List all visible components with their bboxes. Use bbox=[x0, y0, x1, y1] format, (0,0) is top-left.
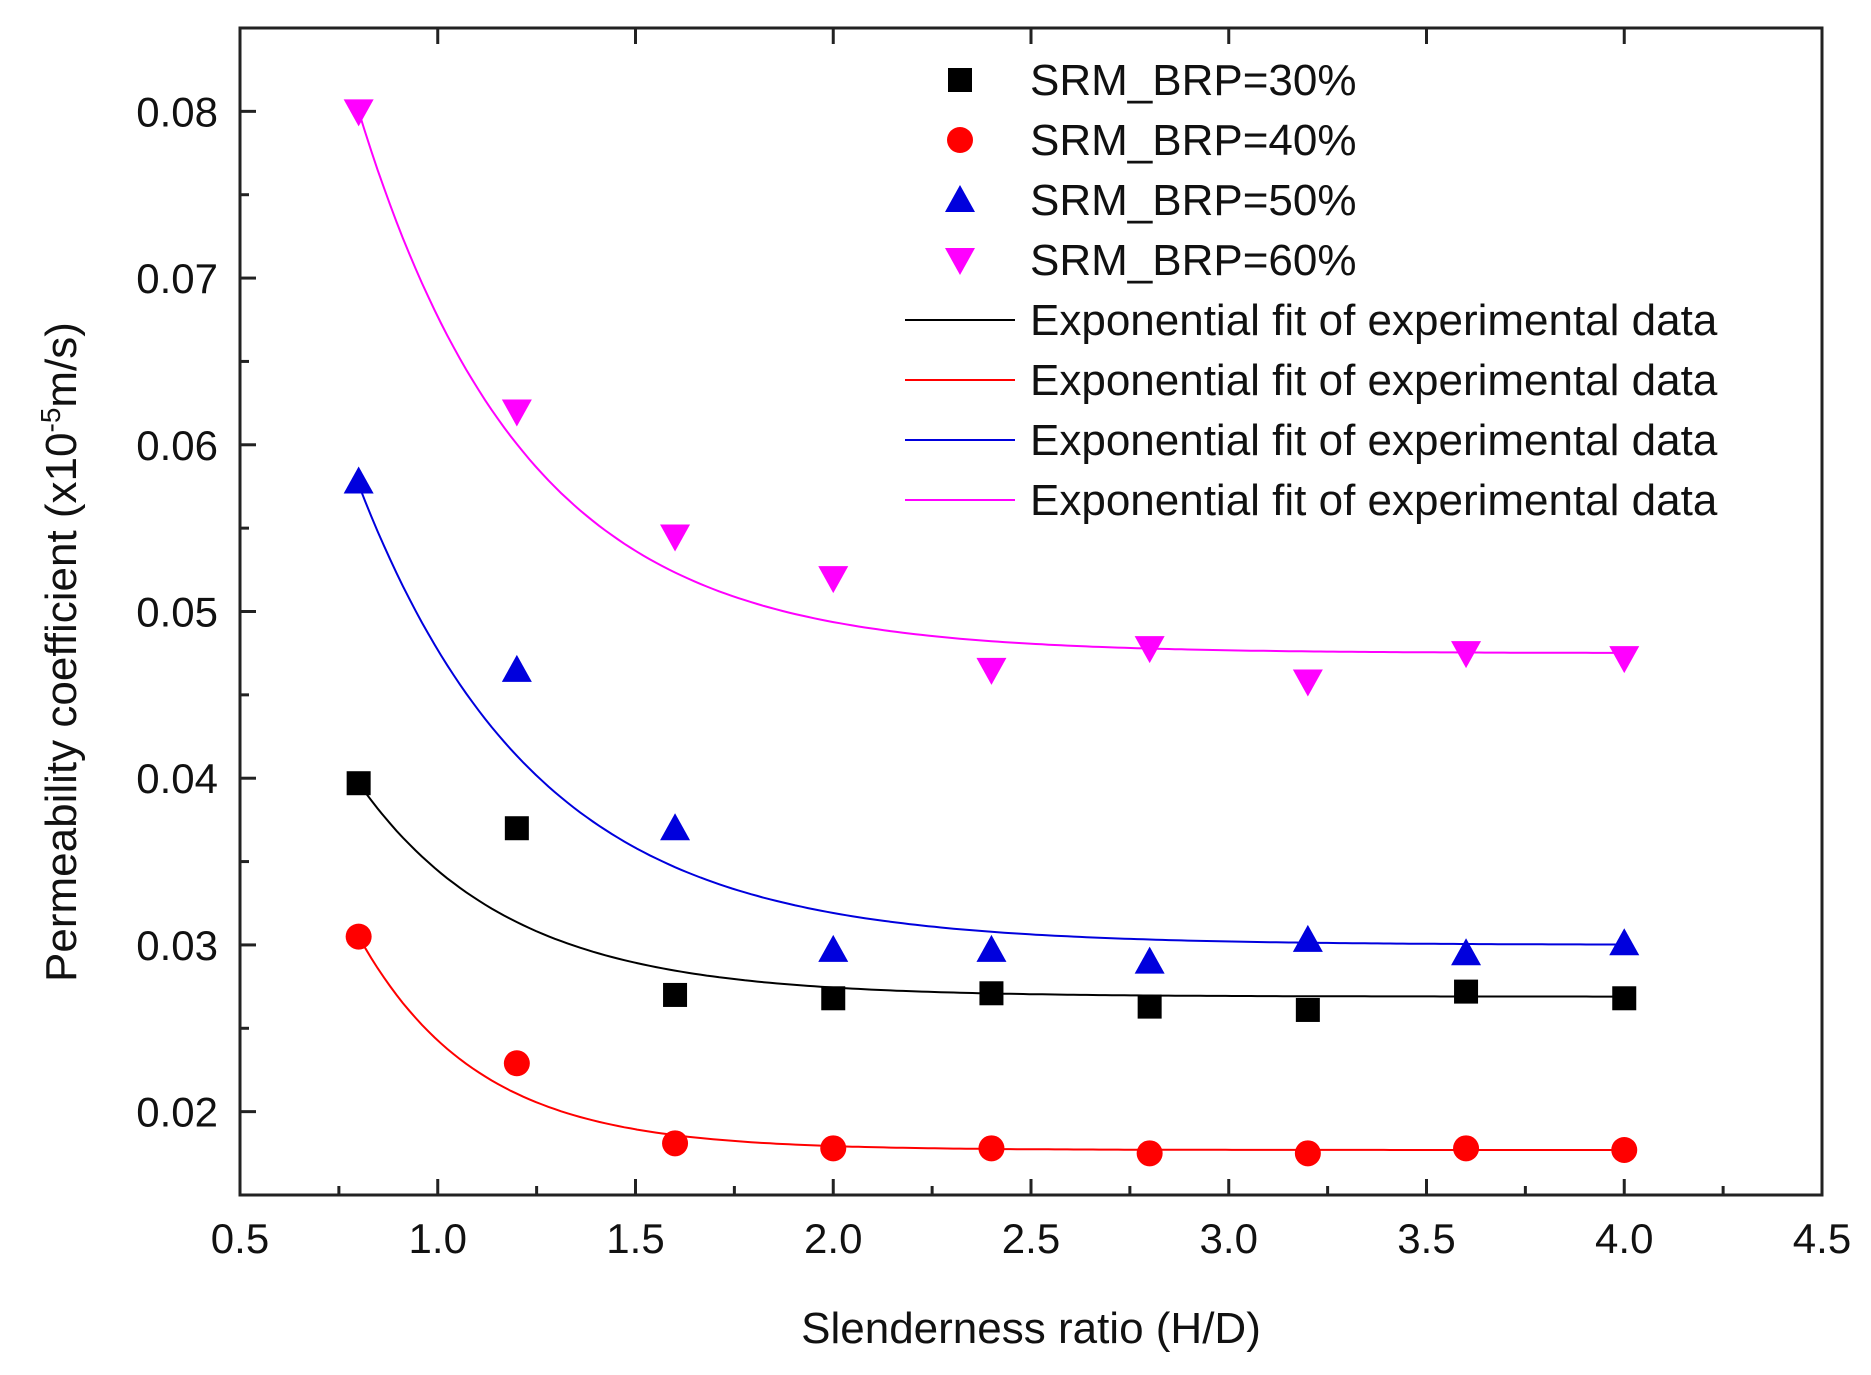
data-point bbox=[1611, 1136, 1638, 1163]
data-point bbox=[1612, 986, 1637, 1011]
data-point bbox=[1295, 997, 1320, 1022]
y-tick-label: 0.03 bbox=[136, 922, 218, 969]
data-point bbox=[1292, 924, 1323, 952]
x-tick-label: 2.0 bbox=[804, 1215, 862, 1262]
y-axis-title-main: Permeability coefficient (x10 bbox=[37, 432, 86, 981]
data-point bbox=[343, 99, 374, 127]
y-tick-label: 0.04 bbox=[136, 755, 218, 802]
data-point bbox=[660, 813, 691, 841]
legend-label: SRM_BRP=40% bbox=[1030, 116, 1356, 165]
data-point bbox=[1134, 946, 1165, 974]
data-point bbox=[820, 1135, 847, 1162]
y-tick-label: 0.05 bbox=[136, 589, 218, 636]
data-point bbox=[976, 657, 1007, 685]
y-tick-label: 0.06 bbox=[136, 422, 218, 469]
legend-marker bbox=[945, 248, 975, 275]
x-tick-label: 2.5 bbox=[1002, 1215, 1060, 1262]
data-point bbox=[1609, 646, 1640, 674]
data-point bbox=[346, 771, 371, 796]
legend-marker bbox=[948, 68, 972, 92]
data-point bbox=[1136, 1140, 1163, 1167]
legend-marker bbox=[947, 127, 973, 153]
data-point bbox=[663, 982, 688, 1007]
data-point bbox=[501, 654, 532, 682]
legend-label: SRM_BRP=50% bbox=[1030, 176, 1356, 225]
data-point bbox=[1294, 1140, 1321, 1167]
x-tick-label: 0.5 bbox=[211, 1215, 269, 1262]
y-tick-label: 0.08 bbox=[136, 88, 218, 135]
legend-label: Exponential fit of experimental data bbox=[1030, 476, 1718, 525]
legend: SRM_BRP=30% SRM_BRP=40% SRM_BRP=50% SRM_BRP… bbox=[905, 56, 1718, 525]
data-point bbox=[979, 981, 1004, 1006]
data-point bbox=[1134, 636, 1165, 664]
y-axis-title-unit: m/s) bbox=[37, 322, 86, 408]
legend-label: SRM_BRP=30% bbox=[1030, 56, 1356, 105]
legend-marker bbox=[945, 185, 975, 212]
data-point bbox=[345, 923, 372, 950]
fit-curve bbox=[357, 111, 1625, 654]
data-point bbox=[978, 1135, 1005, 1162]
y-axis-title: Permeability coefficient (x10-5m/s) bbox=[35, 322, 86, 982]
data-point bbox=[660, 524, 691, 552]
x-tick-label: 1.0 bbox=[409, 1215, 467, 1262]
data-point bbox=[501, 399, 532, 427]
data-point bbox=[821, 986, 846, 1011]
x-tick-label: 1.5 bbox=[606, 1215, 664, 1262]
fit-curve bbox=[357, 484, 1625, 946]
x-tick-label: 4.0 bbox=[1595, 1215, 1653, 1262]
legend-label: SRM_BRP=60% bbox=[1030, 236, 1356, 285]
data-point bbox=[1451, 938, 1482, 966]
data-markers bbox=[343, 99, 1640, 1167]
legend-label: Exponential fit of experimental data bbox=[1030, 356, 1718, 405]
y-tick-label: 0.02 bbox=[136, 1089, 218, 1136]
y-axis-title-exponent: -5 bbox=[35, 408, 66, 433]
data-point bbox=[1453, 1135, 1480, 1162]
data-point bbox=[818, 934, 849, 962]
x-axis-ticks: 0.5 1.0 1.5 2.0 2.5 3.0 3.5 4.0 4.5 bbox=[211, 28, 1851, 1262]
data-point bbox=[1454, 979, 1479, 1004]
data-point bbox=[818, 566, 849, 594]
x-tick-label: 3.0 bbox=[1200, 1215, 1258, 1262]
data-point bbox=[1609, 928, 1640, 956]
y-tick-label: 0.07 bbox=[136, 255, 218, 302]
legend-label: Exponential fit of experimental data bbox=[1030, 416, 1718, 465]
data-point bbox=[503, 1050, 530, 1077]
data-point bbox=[1137, 994, 1162, 1019]
data-point bbox=[662, 1130, 689, 1157]
data-point bbox=[976, 934, 1007, 962]
plot-frame bbox=[238, 26, 1824, 1197]
data-point bbox=[1451, 641, 1482, 669]
x-tick-label: 4.5 bbox=[1793, 1215, 1851, 1262]
x-tick-label: 3.5 bbox=[1397, 1215, 1455, 1262]
data-point bbox=[1292, 669, 1323, 697]
legend-label: Exponential fit of experimental data bbox=[1030, 296, 1718, 345]
data-point bbox=[504, 816, 529, 841]
x-axis-title: Slenderness ratio (H/D) bbox=[801, 1304, 1261, 1353]
data-point bbox=[343, 466, 374, 494]
y-axis-ticks: 0.02 0.03 0.04 0.05 0.06 0.07 0.08 bbox=[136, 26, 256, 1197]
